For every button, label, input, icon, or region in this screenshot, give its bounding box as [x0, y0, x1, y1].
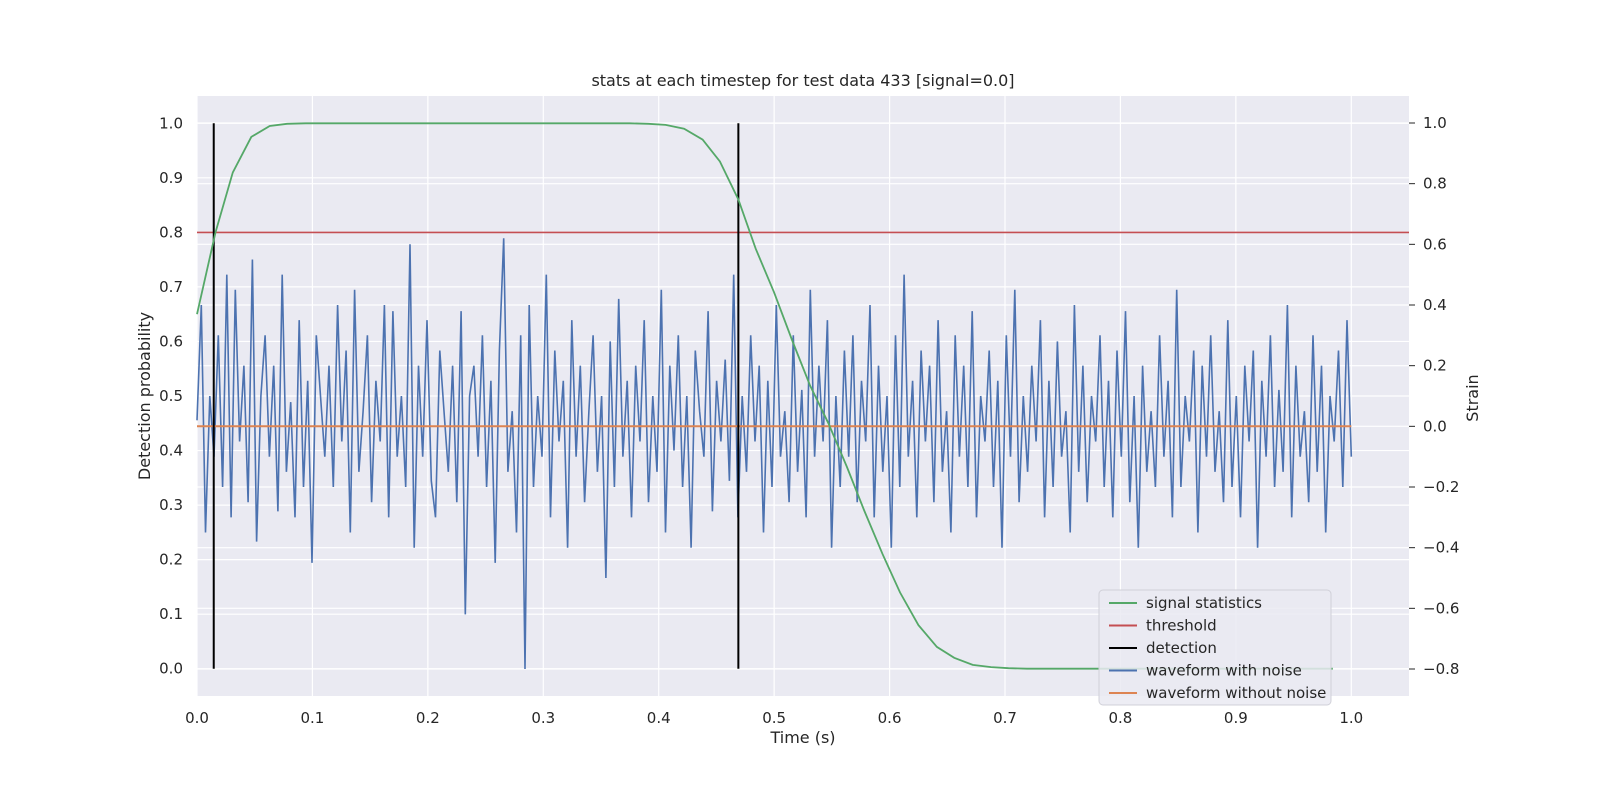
legend-box — [1098, 589, 1332, 706]
plot-area — [196, 96, 1409, 696]
y2-axis-ticks: −0.8 −0.6 −0.4 −0.2 0.0 0.2 0.4 0.6 0.8 1.0 — [1409, 114, 1459, 678]
y-tick-label: 0.5 — [159, 387, 183, 405]
x-tick-label: 0.7 — [993, 709, 1017, 727]
x-axis-ticks: 0.0 0.1 0.2 0.3 0.4 0.5 0.6 0.7 0.8 0.9 1.0 — [185, 709, 1363, 727]
x-tick-label: 0.3 — [531, 709, 555, 727]
y2-tick-label: −0.6 — [1423, 599, 1459, 617]
x-tick-label: 0.4 — [647, 709, 671, 727]
x-tick-label: 0.2 — [416, 709, 440, 727]
x-tick-label: 0.0 — [185, 709, 209, 727]
y2-tick-label: 0.8 — [1423, 175, 1447, 193]
chart-title: stats at each timestep for test data 433… — [591, 71, 1014, 90]
y2-tick-label: −0.2 — [1423, 478, 1459, 496]
y2-tick-label: 1.0 — [1423, 114, 1447, 132]
y-tick-label: 0.2 — [159, 551, 183, 569]
y-tick-label: 0.4 — [159, 442, 183, 460]
series-waveform-with-noise — [196, 238, 1353, 670]
y-tick-label: 0.0 — [159, 660, 183, 678]
y2-tick-label: −0.4 — [1423, 539, 1459, 557]
x-tick-label: 1.0 — [1339, 709, 1363, 727]
y-axis-label: Detection probability — [135, 312, 154, 480]
y2-tick-label: −0.8 — [1423, 660, 1459, 678]
y-tick-label: 0.9 — [159, 169, 183, 187]
y2-tick-label: 0.6 — [1423, 235, 1447, 253]
y-axis-ticks: 0.0 0.1 0.2 0.3 0.4 0.5 0.6 0.7 0.8 0.9 1.0 — [159, 114, 183, 677]
legend-label: signal statistics — [1146, 594, 1262, 612]
y-tick-label: 1.0 — [159, 114, 183, 132]
x-tick-label: 0.8 — [1108, 709, 1132, 727]
y-tick-label: 0.6 — [159, 332, 183, 350]
x-axis-label: Time (s) — [769, 728, 835, 747]
y-tick-label: 0.1 — [159, 605, 183, 623]
y-tick-label: 0.8 — [159, 223, 183, 241]
x-tick-label: 0.6 — [878, 709, 902, 727]
y2-tick-label: 0.2 — [1423, 357, 1447, 375]
y2-axis-label: Strain — [1463, 374, 1482, 421]
x-tick-label: 0.9 — [1224, 709, 1248, 727]
x-tick-label: 0.1 — [300, 709, 324, 727]
legend-label: waveform without noise — [1146, 684, 1326, 702]
legend-label: threshold — [1146, 617, 1217, 635]
legend-label: waveform with noise — [1146, 662, 1302, 680]
y-tick-label: 0.3 — [159, 496, 183, 514]
x-tick-label: 0.5 — [762, 709, 786, 727]
legend: signal statistics threshold detection wavef… — [1098, 589, 1332, 706]
y2-tick-label: 0.4 — [1423, 296, 1447, 314]
y-tick-label: 0.7 — [159, 278, 183, 296]
legend-label: detection — [1146, 639, 1217, 657]
y2-tick-label: 0.0 — [1423, 417, 1447, 435]
